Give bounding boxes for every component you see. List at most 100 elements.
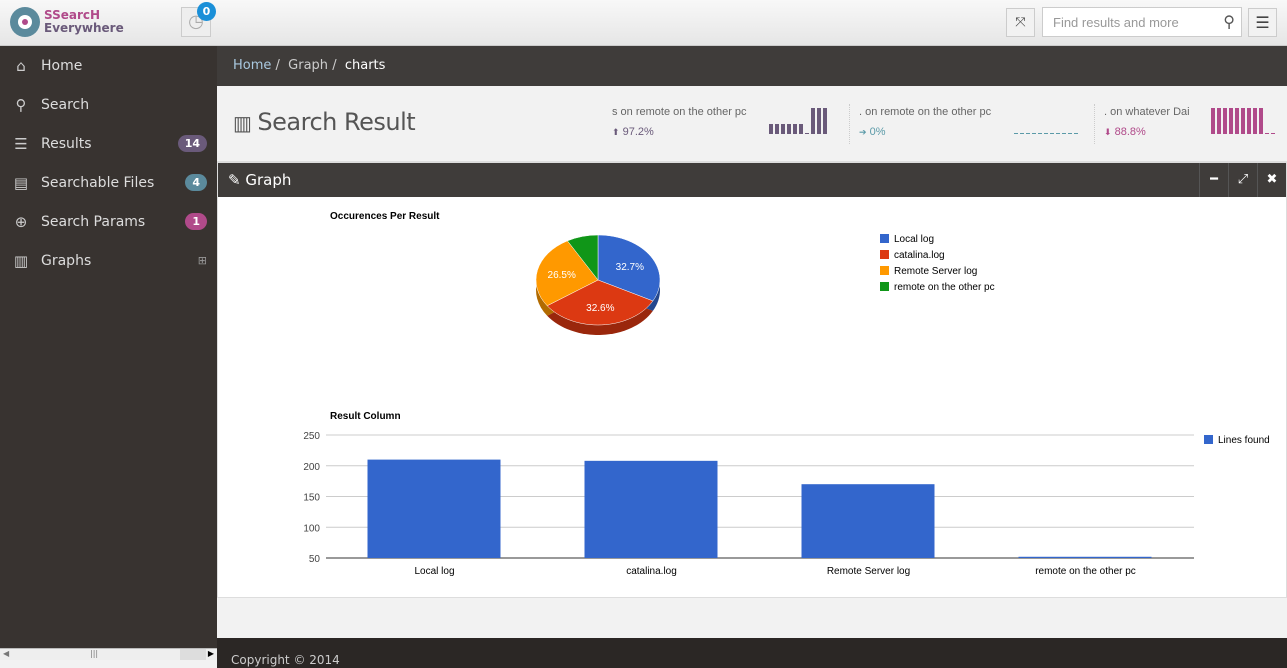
legend-swatch: [1204, 435, 1213, 444]
close-button[interactable]: ✖: [1257, 163, 1286, 197]
stat-value: 0%: [869, 126, 886, 138]
expand-button[interactable]: ⤢: [1228, 163, 1257, 197]
sparkline-bar: [1026, 133, 1030, 134]
sparkline-bar: [1038, 133, 1042, 134]
bar: [367, 459, 501, 558]
x-tick-label: Remote Server log: [827, 566, 910, 577]
page-title: Search Result: [257, 108, 416, 136]
stat-label: . on remote on the other pc: [859, 106, 992, 118]
legend-label: Local log: [894, 234, 934, 245]
y-tick-label: 150: [303, 493, 320, 504]
sidebar-item-search-params[interactable]: ⊕ Search Params 1: [0, 202, 217, 241]
sparkline-bar: [1223, 108, 1227, 134]
legend-label: Remote Server log: [894, 266, 977, 277]
sidebar-item-label: Search: [41, 96, 90, 113]
sparkline-bar: [787, 124, 791, 134]
file-icon: ▤: [13, 173, 29, 192]
sidebar-item-results[interactable]: ☰ Results 14: [0, 124, 217, 163]
x-tick-label: catalina.log: [626, 566, 677, 577]
pie-slice: [597, 234, 661, 302]
stat-summary: s on remote on the other pc ⬆ 97.2%: [612, 106, 747, 138]
sidebar-item-graphs[interactable]: ▥ Graphs ⊞: [0, 241, 217, 280]
charts-area: Occurences Per Result 32.7% Local log 32.6%…: [303, 211, 1270, 577]
home-icon: ⌂: [16, 56, 26, 75]
expand-icon[interactable]: ⊞: [197, 254, 207, 267]
horizontal-scrollbar[interactable]: ◀ ||| ▶: [0, 648, 217, 660]
sidebar-item-label: Graphs: [41, 252, 92, 269]
arrow-right-circle-icon: ➔: [859, 127, 867, 137]
sparkline-bar: [1044, 133, 1048, 134]
search-input[interactable]: Find results and more ⚲: [1042, 7, 1242, 37]
sparkline-bar: [817, 108, 821, 134]
sparkline-bar: [1259, 108, 1263, 134]
bar-title: Result Column: [330, 411, 401, 422]
sparkline-bar: [1217, 108, 1221, 134]
notifications-button[interactable]: ◷ 0: [181, 2, 216, 37]
notification-count: 0: [197, 2, 216, 21]
x-tick-label: remote on the other pc: [1035, 566, 1136, 577]
legend-swatch: [880, 250, 889, 259]
stat-label: . on whatever Dai: [1104, 106, 1190, 118]
count-badge: 4: [185, 174, 207, 191]
footer: Copyright © 2014: [217, 638, 1287, 668]
y-tick-label: 200: [303, 462, 320, 473]
bar: [1018, 556, 1152, 558]
divider: [1094, 104, 1095, 144]
sparkline-bar: [1265, 133, 1269, 134]
sparkline-bar: [1271, 133, 1275, 134]
sparkline-bar: [1062, 133, 1066, 134]
logo-line2: Everywhere: [44, 21, 124, 35]
sidebar-item-label: Searchable Files: [41, 174, 155, 191]
sparkline-bar: [799, 124, 803, 134]
minimize-button[interactable]: ━: [1199, 163, 1228, 197]
sparkline: [769, 108, 827, 134]
count-badge: 1: [185, 213, 207, 230]
sparkline-bar: [1020, 133, 1024, 134]
search-icon[interactable]: ⚲: [1223, 14, 1235, 31]
arrow-up-circle-icon: ⬆: [612, 127, 620, 137]
sidebar-item-home[interactable]: ⌂ Home: [0, 46, 217, 85]
pie-title: Occurences Per Result: [330, 211, 440, 222]
pie-slice-label: 26.5%: [548, 270, 576, 281]
stat-label: s on remote on the other pc: [612, 106, 747, 118]
logo[interactable]: SSearcH Everywhere: [10, 7, 124, 37]
list-icon: ☰: [14, 134, 28, 153]
legend-swatch: [880, 266, 889, 275]
legend-label: Lines found: [1218, 435, 1270, 446]
stat-summary: . on whatever Dai ⬇ 88.8%: [1104, 106, 1190, 138]
sparkline-bar: [1032, 133, 1036, 134]
sidebar-item-search[interactable]: ⚲ Search: [0, 85, 217, 124]
sparkline-bar: [1050, 133, 1054, 134]
sidebar-item-label: Results: [41, 135, 92, 152]
divider: [849, 104, 850, 144]
sidebar: ⌂ Home ⚲ Search ☰ Results 14 ▤ Searchable Files 4…: [0, 46, 217, 660]
zoom-in-icon: ⊕: [14, 212, 28, 231]
logo-line1: SSearcH: [44, 8, 101, 22]
sparkline-bar: [1074, 133, 1078, 134]
panel-title: Graph: [245, 171, 292, 189]
sidebar-item-searchable-files[interactable]: ▤ Searchable Files 4: [0, 163, 217, 202]
breadcrumb-current: charts: [344, 58, 386, 73]
pie-slice: [535, 240, 599, 307]
fullscreen-button[interactable]: ⤧: [1006, 8, 1035, 37]
breadcrumb: Home / Graph / charts: [217, 46, 1287, 86]
menu-button[interactable]: ☰: [1248, 8, 1277, 37]
breadcrumb-graph[interactable]: Graph: [288, 58, 329, 73]
sparkline-bar: [769, 124, 773, 134]
arrow-down-circle-icon: ⬇: [1104, 127, 1112, 137]
sparkline-bar: [1241, 108, 1245, 134]
count-badge: 14: [177, 135, 207, 152]
bar-chart-icon: ▥: [13, 251, 29, 270]
sparkline-bar: [1014, 133, 1018, 134]
graph-panel: ✎ Graph ━ ⤢ ✖ Occurences Per Result 32.7% Lo…: [217, 162, 1287, 598]
sparkline-bar: [1068, 133, 1072, 134]
sparkline-bar: [1229, 108, 1233, 134]
sparkline-bar: [805, 133, 809, 134]
y-tick-label: 100: [303, 523, 320, 534]
sparkline-bar: [1235, 108, 1239, 134]
sparkline-bar: [1056, 133, 1060, 134]
legend-label: remote on the other pc: [894, 282, 995, 293]
breadcrumb-home[interactable]: Home: [233, 58, 272, 73]
sparkline-bar: [1211, 108, 1215, 134]
sparkline-bar: [811, 108, 815, 134]
